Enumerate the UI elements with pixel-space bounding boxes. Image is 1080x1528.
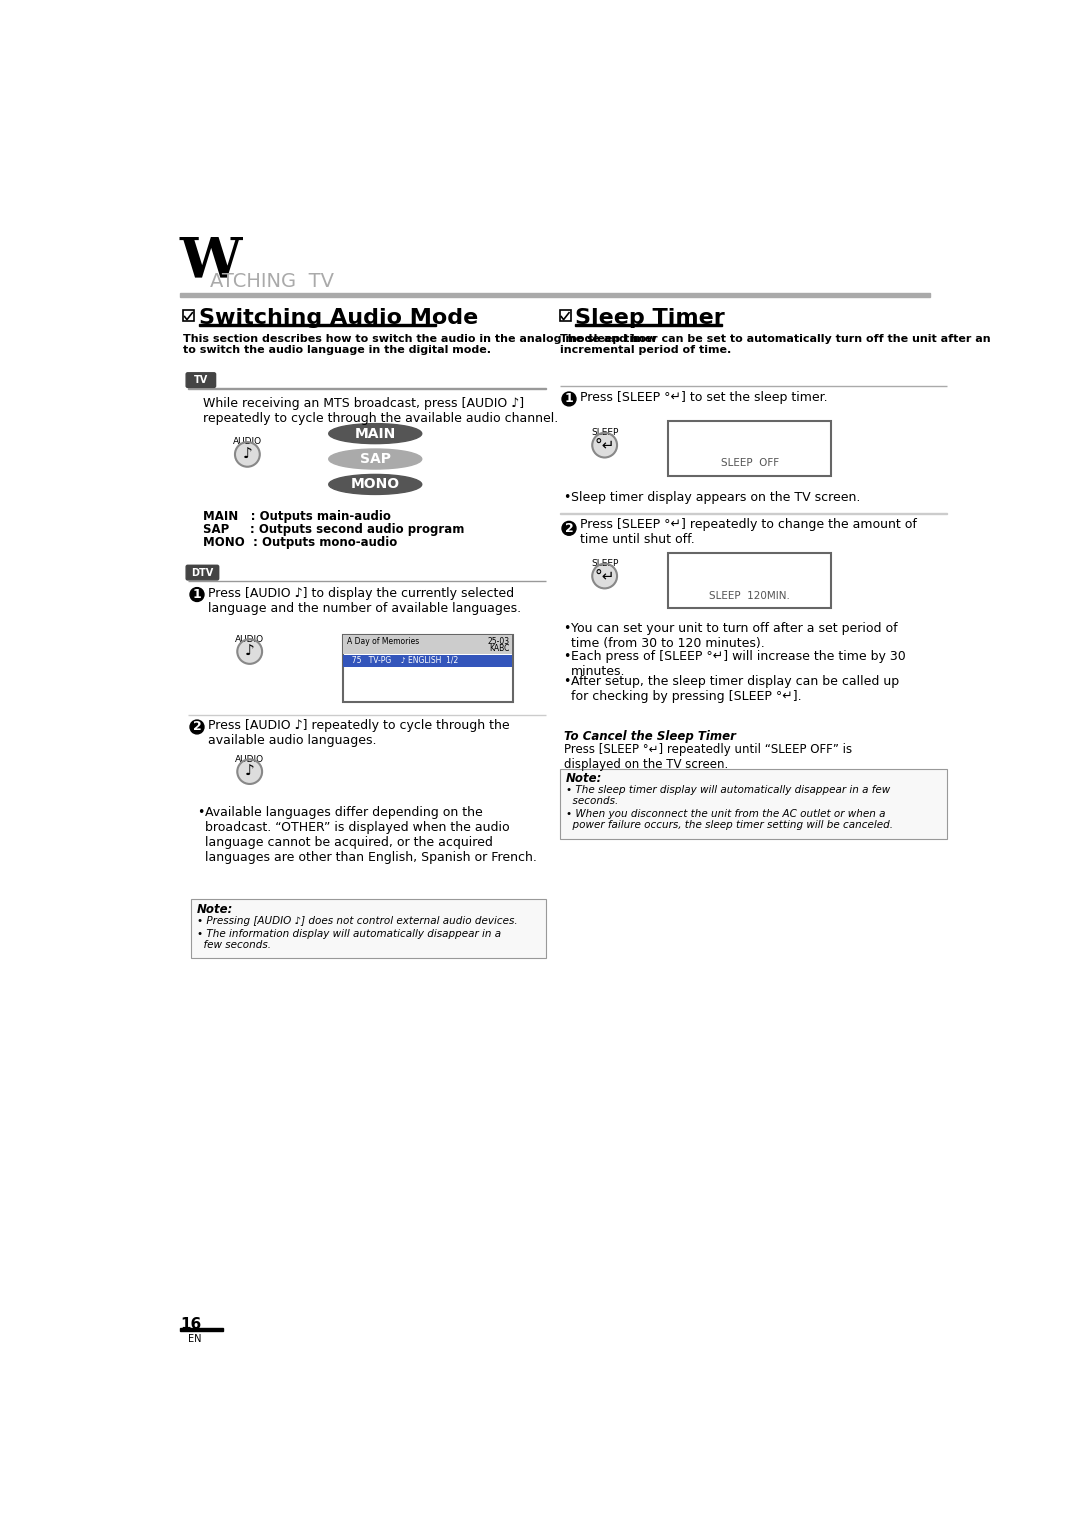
Text: 16: 16 — [180, 1317, 201, 1332]
Text: MONO  : Outputs mono-audio: MONO : Outputs mono-audio — [203, 536, 397, 549]
Text: W: W — [180, 235, 242, 290]
Text: 1: 1 — [565, 393, 573, 405]
Text: SLEEP  OFF: SLEEP OFF — [720, 458, 779, 468]
Text: After setup, the sleep timer display can be called up
for checking by pressing [: After setup, the sleep timer display can… — [571, 675, 900, 703]
Ellipse shape — [328, 449, 422, 469]
Text: °↵: °↵ — [594, 568, 615, 584]
Text: KABC: KABC — [489, 643, 510, 652]
Bar — [559, 769, 947, 839]
Text: • Pressing [AUDIO ♪] does not control external audio devices.: • Pressing [AUDIO ♪] does not control ex… — [197, 915, 517, 926]
Text: 2: 2 — [565, 523, 573, 535]
Text: DTV: DTV — [191, 567, 214, 578]
Circle shape — [562, 521, 576, 535]
Text: Press [SLEEP °↵] repeatedly to change the amount of
time until shut off.: Press [SLEEP °↵] repeatedly to change th… — [580, 518, 917, 547]
Text: ♪: ♪ — [243, 446, 253, 461]
Ellipse shape — [328, 423, 422, 443]
Text: 25-03: 25-03 — [487, 637, 510, 646]
FancyBboxPatch shape — [186, 565, 218, 581]
Bar — [576, 324, 723, 325]
Bar — [180, 1328, 222, 1331]
Text: SLEEP  120MIN.: SLEEP 120MIN. — [710, 591, 789, 601]
Text: Note:: Note: — [197, 903, 233, 917]
Text: MONO: MONO — [351, 477, 400, 492]
Text: •: • — [564, 649, 571, 663]
Text: •: • — [564, 675, 571, 688]
Text: 2: 2 — [192, 721, 201, 733]
Text: SLEEP: SLEEP — [591, 559, 619, 568]
Text: AUDIO: AUDIO — [235, 755, 265, 764]
Text: Sleep timer display appears on the TV screen.: Sleep timer display appears on the TV sc… — [571, 492, 861, 504]
Text: MAIN   : Outputs main-audio: MAIN : Outputs main-audio — [203, 510, 391, 523]
Text: Each press of [SLEEP °↵] will increase the time by 30
minutes.: Each press of [SLEEP °↵] will increase t… — [571, 649, 906, 678]
Circle shape — [190, 588, 204, 602]
Bar — [669, 553, 831, 608]
Text: ♪: ♪ — [245, 643, 255, 659]
Text: 75   TV-PG    ♪ ENGLISH  1/2: 75 TV-PG ♪ ENGLISH 1/2 — [347, 656, 458, 665]
Text: EN: EN — [188, 1334, 201, 1343]
Text: 1: 1 — [192, 588, 201, 601]
Text: The sleep timer can be set to automatically turn off the unit after an
increment: The sleep timer can be set to automatica… — [559, 333, 990, 354]
Bar — [343, 654, 512, 666]
Text: Switching Audio Mode: Switching Audio Mode — [200, 309, 478, 329]
Text: ♪: ♪ — [245, 764, 255, 779]
Circle shape — [592, 564, 617, 588]
Text: Press [SLEEP °↵] to set the sleep timer.: Press [SLEEP °↵] to set the sleep timer. — [580, 391, 827, 405]
Text: • When you disconnect the unit from the AC outlet or when a
  power failure occu: • When you disconnect the unit from the … — [566, 808, 893, 830]
Text: You can set your unit to turn off after a set period of
time (from 30 to 120 min: You can set your unit to turn off after … — [571, 622, 897, 651]
Text: SAP     : Outputs second audio program: SAP : Outputs second audio program — [203, 523, 464, 536]
Text: While receiving an MTS broadcast, press [AUDIO ♪]
repeatedly to cycle through th: While receiving an MTS broadcast, press … — [203, 397, 558, 425]
Text: Sleep Timer: Sleep Timer — [576, 309, 725, 329]
Circle shape — [238, 759, 262, 784]
Text: TV: TV — [193, 374, 208, 385]
Ellipse shape — [328, 474, 422, 495]
Bar — [180, 293, 930, 298]
Text: • The sleep timer display will automatically disappear in a few
  seconds.: • The sleep timer display will automatic… — [566, 785, 890, 807]
Circle shape — [190, 720, 204, 733]
Text: AUDIO: AUDIO — [235, 634, 265, 643]
Circle shape — [235, 442, 260, 466]
Circle shape — [562, 393, 576, 406]
Text: SLEEP: SLEEP — [591, 428, 619, 437]
Text: This section describes how to switch the audio in the analog mode and how
to swi: This section describes how to switch the… — [183, 333, 657, 354]
Text: MAIN: MAIN — [354, 426, 396, 440]
Circle shape — [238, 639, 262, 663]
Text: •: • — [564, 622, 571, 636]
Bar — [183, 310, 194, 321]
Bar — [343, 636, 512, 654]
Bar — [200, 324, 435, 325]
Text: •: • — [564, 492, 571, 504]
Text: Press [AUDIO ♪] to display the currently selected
language and the number of ava: Press [AUDIO ♪] to display the currently… — [207, 587, 521, 614]
Bar — [669, 420, 831, 475]
Text: To Cancel the Sleep Timer: To Cancel the Sleep Timer — [564, 730, 735, 743]
Text: Note:: Note: — [566, 773, 603, 785]
Bar — [191, 900, 545, 958]
Circle shape — [592, 432, 617, 457]
Text: A Day of Memories: A Day of Memories — [347, 637, 419, 646]
Bar — [559, 310, 570, 321]
Text: • The information display will automatically disappear in a
  few seconds.: • The information display will automatic… — [197, 929, 501, 950]
Text: SAP: SAP — [360, 452, 391, 466]
Text: AUDIO: AUDIO — [233, 437, 262, 446]
Bar — [342, 634, 513, 703]
Text: °↵: °↵ — [594, 437, 615, 452]
Text: Press [SLEEP °↵] repeatedly until “SLEEP OFF” is
displayed on the TV screen.: Press [SLEEP °↵] repeatedly until “SLEEP… — [564, 743, 852, 772]
Text: ATCHING  TV: ATCHING TV — [211, 272, 334, 292]
FancyBboxPatch shape — [186, 373, 216, 388]
Text: •: • — [197, 805, 204, 819]
Text: Press [AUDIO ♪] repeatedly to cycle through the
available audio languages.: Press [AUDIO ♪] repeatedly to cycle thro… — [207, 720, 510, 747]
Text: Available languages differ depending on the
broadcast. “OTHER” is displayed when: Available languages differ depending on … — [205, 805, 537, 863]
